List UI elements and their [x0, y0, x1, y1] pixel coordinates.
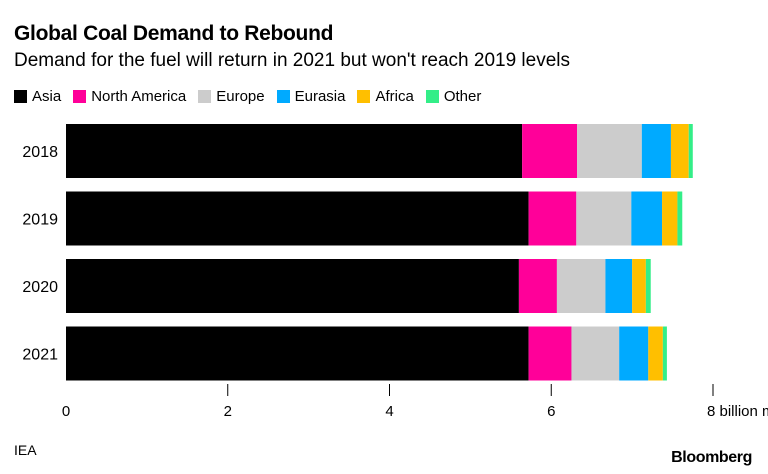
bar-segment-eurasia: [641, 124, 671, 178]
chart-title: Global Coal Demand to Rebound: [14, 22, 334, 45]
legend-label: Africa: [375, 88, 414, 105]
bar-segment-africa: [648, 326, 663, 381]
legend-swatch: [425, 90, 439, 103]
legend-label: Other: [443, 88, 482, 105]
category-label: 2019: [22, 212, 58, 229]
bar-segment-eurasia: [605, 259, 633, 313]
bar-segment-north-america: [518, 259, 557, 313]
bar-segment-eurasia: [631, 191, 663, 246]
x-tick-label: 0: [62, 403, 70, 420]
bar-segment-asia: [66, 124, 523, 178]
bar-segment-other: [662, 326, 667, 381]
chart-subtitle: Demand for the fuel will return in 2021 …: [14, 50, 571, 71]
bar-segment-asia: [66, 259, 519, 313]
legend-swatch: [198, 90, 212, 103]
bar-segment-north-america: [522, 124, 578, 178]
legend: Asia North America Europe Eurasia Africa Othe…: [14, 88, 481, 105]
legend-swatch: [357, 90, 371, 103]
bar-segment-africa: [662, 191, 678, 246]
x-tick-label: 2: [224, 403, 232, 420]
bar-segment-asia: [66, 191, 529, 246]
bar-segment-other: [645, 259, 651, 313]
legend-label: Eurasia: [294, 88, 346, 105]
legend-item: Africa: [357, 88, 414, 105]
legend-item: Eurasia: [276, 88, 346, 105]
legend-swatch: [73, 90, 87, 103]
legend-swatch: [14, 90, 27, 103]
bar-segment-eurasia: [619, 326, 649, 381]
legend-item: Other: [425, 88, 482, 105]
bloomberg-logo: Bloomberg: [671, 449, 752, 466]
source-label: IEA: [14, 442, 37, 458]
legend-label: Europe: [216, 88, 265, 105]
legend-swatch: [276, 90, 290, 103]
category-label: 2021: [22, 347, 58, 364]
bar-segment-north-america: [528, 326, 572, 381]
bar-segment-other: [677, 191, 683, 246]
category-label: 2020: [22, 279, 58, 296]
legend-label: North America: [91, 88, 187, 105]
bar-segment-africa: [632, 259, 646, 313]
bar-segment-europe: [571, 326, 620, 381]
bar-segment-other: [688, 124, 693, 178]
legend-label: Asia: [32, 88, 62, 105]
legend-item: Europe: [198, 88, 265, 105]
legend-item: North America: [73, 88, 186, 105]
x-tick-label: 8 billion mt: [707, 403, 768, 420]
category-label: 2018: [22, 144, 58, 161]
bar-segment-africa: [670, 124, 689, 178]
bar-segment-north-america: [528, 191, 577, 246]
x-tick-label: 6: [547, 403, 555, 420]
legend-item: Asia: [14, 88, 61, 105]
bar-segment-asia: [66, 326, 529, 381]
x-tick-label: 4: [385, 403, 393, 420]
bar-segment-europe: [577, 124, 642, 178]
bar-segment-europe: [556, 259, 606, 313]
bar-segment-europe: [576, 191, 632, 246]
